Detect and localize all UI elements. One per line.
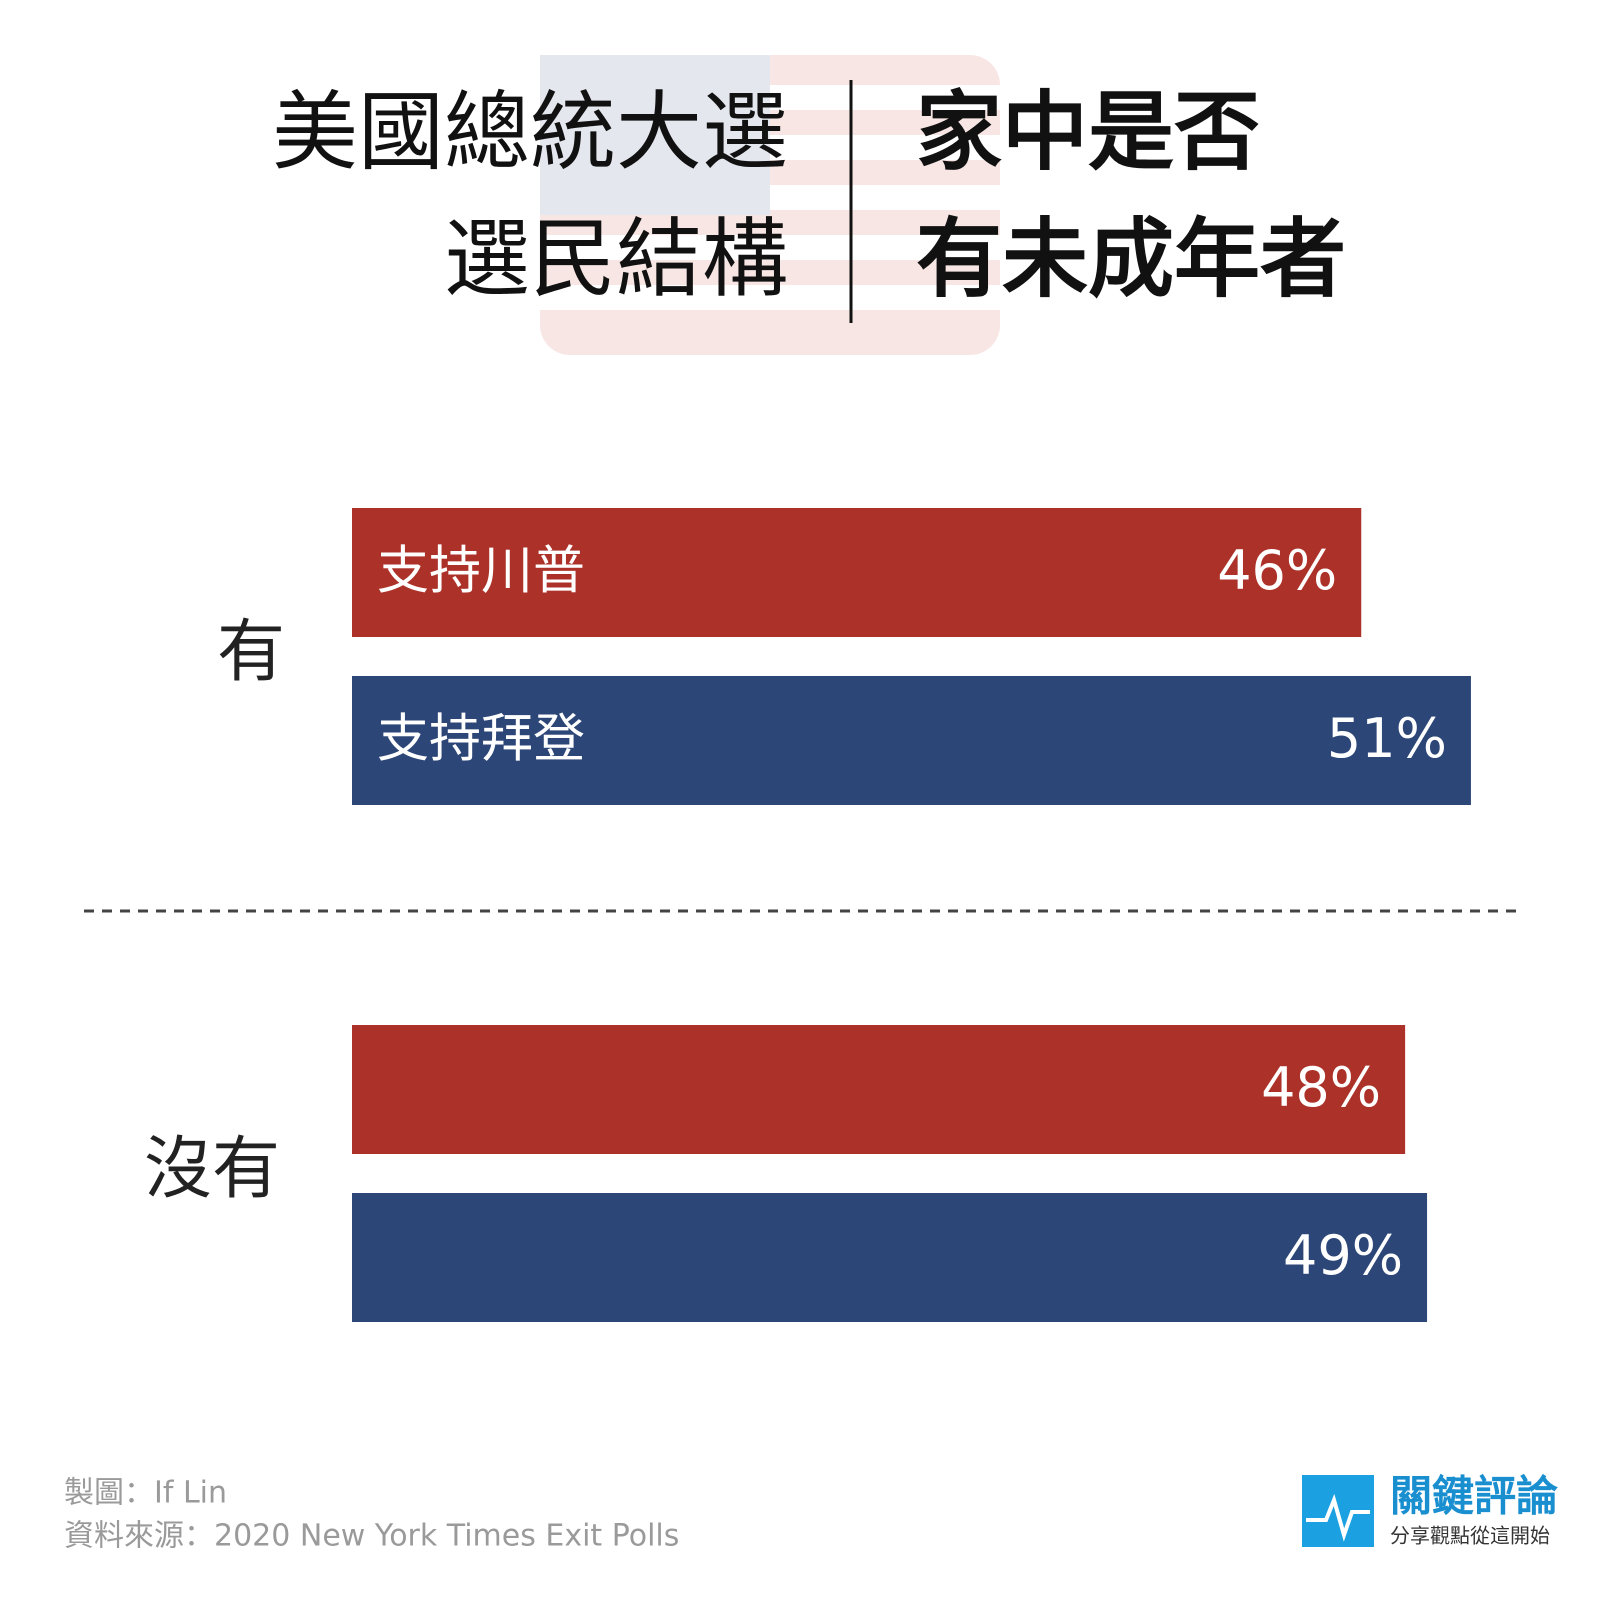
title-line: 選民結構 — [444, 209, 788, 309]
value-label: 49% — [1283, 1224, 1403, 1287]
bar — [352, 1193, 1428, 1322]
bar — [352, 1025, 1406, 1154]
bar — [352, 676, 1471, 805]
title-line: 美國總統大選 — [272, 82, 788, 182]
subtitle-line: 家中是否 — [916, 82, 1260, 182]
subtitle-line: 有未成年者 — [916, 209, 1346, 309]
value-label: 48% — [1261, 1056, 1381, 1119]
value-label: 46% — [1217, 539, 1337, 602]
flag-background — [540, 55, 1000, 355]
logo-name: 關鍵評論 — [1390, 1472, 1558, 1521]
category-label: 有 — [217, 613, 285, 692]
logo-pulse — [1306, 1493, 1370, 1542]
bar — [352, 508, 1362, 637]
legend-label: 支持川普 — [377, 542, 585, 602]
legend-label: 支持拜登 — [377, 710, 585, 770]
category-label: 沒有 — [144, 1130, 280, 1209]
credit: 製圖：If Lin — [64, 1476, 227, 1511]
source: 資料來源：2020 New York Times Exit Polls — [64, 1519, 679, 1554]
value-label: 51% — [1327, 707, 1447, 770]
logo-slogan: 分享觀點從這開始 — [1390, 1524, 1550, 1548]
